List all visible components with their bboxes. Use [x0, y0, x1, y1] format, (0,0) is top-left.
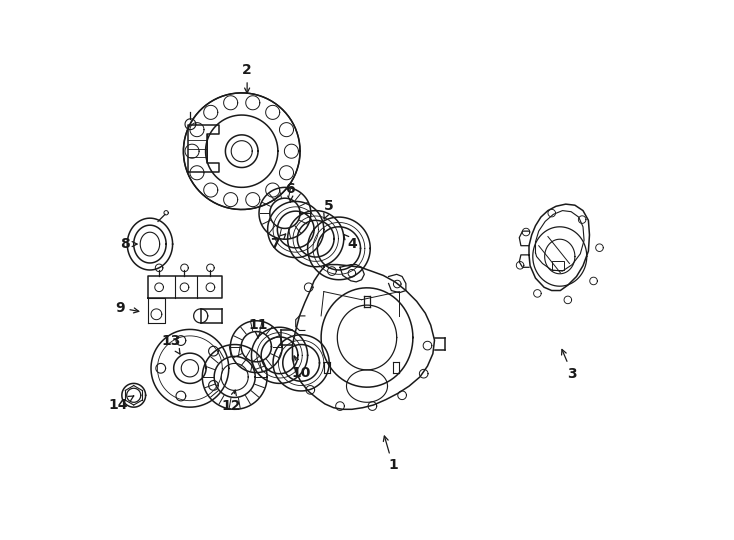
- Text: 4: 4: [344, 234, 357, 251]
- Text: 9: 9: [115, 301, 139, 315]
- Polygon shape: [529, 204, 589, 291]
- Text: 1: 1: [383, 436, 398, 472]
- Text: 10: 10: [291, 356, 310, 380]
- Text: 6: 6: [286, 182, 295, 202]
- Text: 7: 7: [270, 234, 286, 251]
- Text: 5: 5: [324, 199, 334, 219]
- Polygon shape: [292, 265, 435, 409]
- Text: 8: 8: [120, 237, 137, 251]
- Text: 13: 13: [161, 334, 181, 354]
- Text: 3: 3: [562, 349, 577, 381]
- Text: 12: 12: [221, 390, 241, 413]
- Bar: [552, 261, 564, 270]
- Text: 2: 2: [242, 63, 252, 93]
- Polygon shape: [184, 93, 300, 210]
- Polygon shape: [148, 276, 222, 298]
- Text: 14: 14: [109, 396, 134, 412]
- Text: 11: 11: [248, 318, 268, 338]
